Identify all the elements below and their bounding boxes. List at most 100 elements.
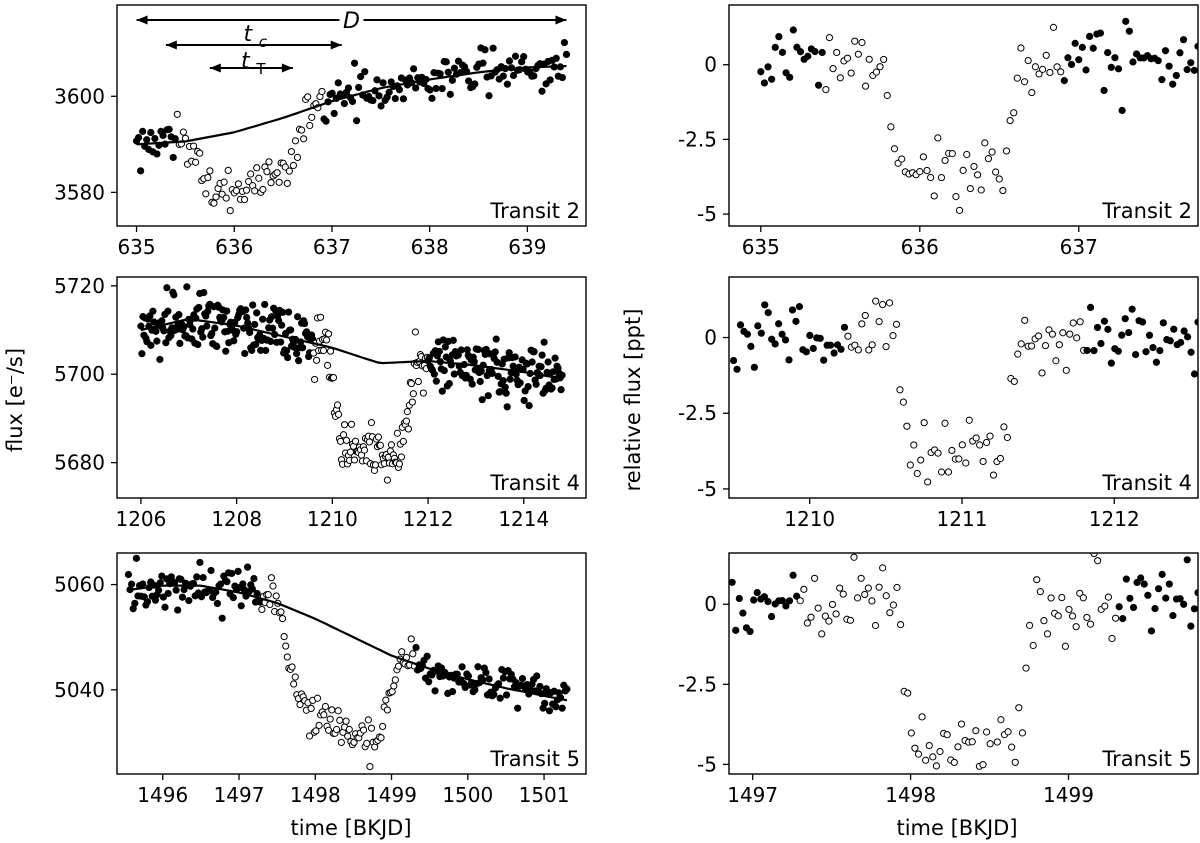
out-of-transit-point [786, 73, 794, 81]
out-of-transit-point [735, 594, 743, 603]
in-transit-point [839, 590, 847, 598]
x-tick-label: 1211 [937, 507, 988, 531]
out-of-transit-point [287, 326, 295, 334]
trend-curve [140, 318, 563, 380]
in-transit-point [397, 453, 405, 461]
out-of-transit-point [352, 117, 361, 125]
out-of-transit-point [223, 578, 231, 586]
in-transit-point [937, 468, 946, 476]
out-of-transit-point [1187, 59, 1195, 67]
data-points [757, 17, 1198, 214]
out-of-transit-point [294, 313, 302, 321]
in-transit-point [329, 373, 338, 382]
data-points [124, 554, 571, 771]
out-of-transit-point [1107, 359, 1115, 367]
in-transit-point [800, 585, 808, 593]
out-of-transit-point [253, 309, 261, 317]
in-transit-point [316, 313, 325, 321]
in-transit-point [334, 410, 343, 418]
out-of-transit-point [165, 125, 173, 133]
in-transit-point [861, 590, 869, 599]
out-of-transit-point [1144, 591, 1152, 599]
out-of-transit-point [767, 612, 776, 621]
in-transit-point [350, 456, 359, 464]
in-transit-point [851, 341, 859, 349]
in-transit-point [847, 69, 855, 77]
in-transit-point [861, 311, 869, 320]
out-of-transit-point [1064, 54, 1072, 62]
in-transit-point [258, 605, 266, 614]
in-transit-point [981, 139, 989, 147]
out-of-transit-point [1165, 580, 1173, 588]
out-of-transit-point [1100, 86, 1108, 95]
out-of-transit-point [211, 324, 219, 332]
in-transit-point [822, 85, 830, 94]
out-of-transit-point [488, 369, 496, 377]
out-of-transit-point [1090, 346, 1098, 355]
out-of-transit-point [837, 345, 845, 353]
in-transit-point [285, 167, 293, 175]
in-transit-point [367, 419, 376, 427]
out-of-transit-point [499, 674, 507, 682]
out-of-transit-point [426, 86, 434, 94]
out-of-transit-point [532, 380, 540, 388]
in-transit-point [360, 446, 369, 454]
in-transit-point [927, 173, 935, 182]
out-of-transit-point [441, 343, 449, 351]
in-transit-point [934, 449, 942, 457]
in-transit-point [269, 582, 277, 590]
out-of-transit-point [131, 599, 139, 607]
x-tick-label: 1214 [498, 507, 549, 531]
in-transit-point [1048, 330, 1057, 338]
data-points [729, 553, 1198, 770]
in-transit-point [999, 186, 1007, 195]
in-transit-point [955, 455, 963, 463]
out-of-transit-point [377, 102, 385, 110]
out-of-transit-point [764, 309, 772, 317]
in-transit-point [889, 332, 897, 340]
data-points [132, 38, 571, 215]
out-of-transit-point [502, 389, 510, 397]
out-of-transit-point [432, 84, 440, 93]
out-of-transit-point [208, 329, 216, 338]
out-of-transit-point [1114, 347, 1122, 355]
in-transit-point [324, 330, 333, 338]
out-of-transit-point [781, 336, 790, 344]
out-of-transit-point [1104, 325, 1112, 333]
in-transit-point [923, 166, 931, 175]
in-transit-point [367, 724, 376, 732]
out-of-transit-point [1170, 325, 1178, 333]
out-of-transit-point [457, 346, 465, 354]
out-of-transit-point [536, 682, 544, 691]
in-transit-point [854, 346, 862, 354]
in-transit-point [391, 676, 399, 684]
in-transit-point [291, 673, 299, 681]
out-of-transit-point [778, 597, 786, 605]
in-transit-point [996, 454, 1005, 463]
trend-curve [136, 64, 567, 146]
out-of-transit-point [496, 388, 504, 396]
out-of-transit-point [355, 83, 363, 92]
in-transit-point [267, 574, 276, 582]
in-transit-point [850, 553, 858, 561]
in-transit-point [922, 756, 930, 764]
in-transit-point [1038, 369, 1046, 377]
in-transit-point [411, 328, 419, 336]
in-transit-point [907, 729, 915, 737]
out-of-transit-point [193, 573, 201, 581]
out-of-transit-point [757, 329, 765, 337]
out-of-transit-point [268, 313, 276, 321]
out-of-transit-point [1145, 331, 1154, 339]
out-of-transit-point [484, 392, 492, 400]
out-of-transit-point [163, 284, 171, 292]
in-transit-point [1052, 357, 1060, 365]
in-transit-point [247, 170, 255, 178]
in-transit-point [937, 173, 946, 182]
out-of-transit-point [159, 131, 167, 140]
out-of-transit-point [445, 380, 453, 388]
out-of-transit-point [430, 370, 438, 378]
out-of-transit-point [137, 167, 145, 175]
out-of-transit-point [391, 94, 399, 103]
in-transit-point [240, 195, 249, 204]
in-transit-point [957, 720, 966, 728]
